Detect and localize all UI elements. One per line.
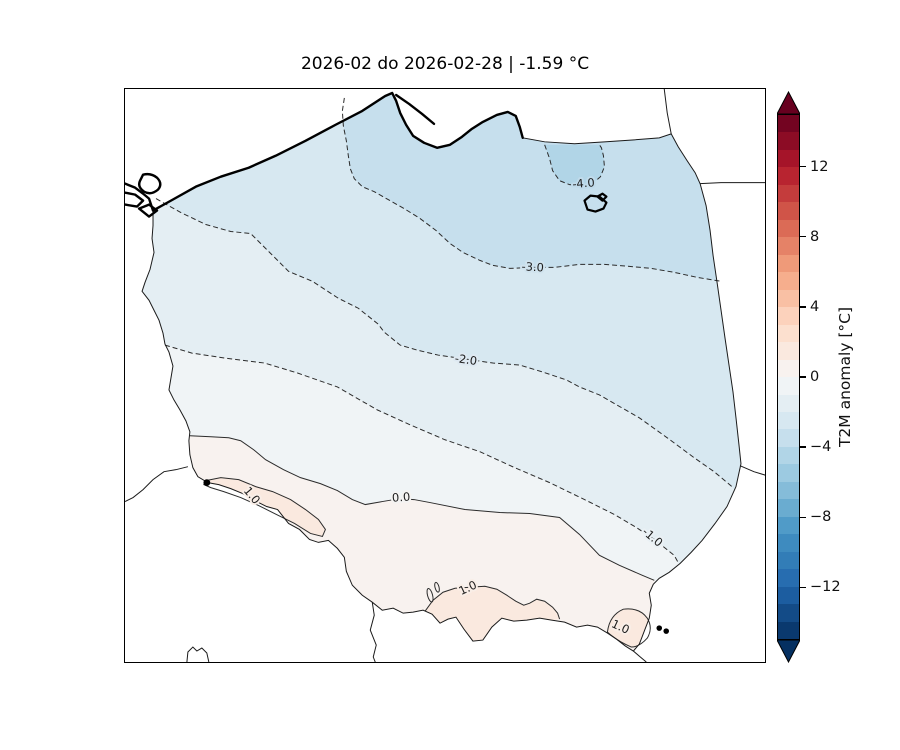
colorbar-band — [778, 342, 799, 360]
colorbar-tick-mark — [800, 586, 806, 589]
colorbar-band — [778, 359, 799, 378]
colorbar-band — [778, 149, 799, 168]
colorbar-band — [778, 481, 799, 500]
contour-line-plus1-sudetes — [203, 477, 326, 538]
band-below-minus4 — [544, 144, 605, 186]
contour-line-minus2 — [155, 198, 733, 487]
contour-lines — [155, 97, 733, 648]
contour-label: -3.0 — [521, 259, 544, 274]
colorbar-band — [778, 184, 799, 203]
colorbar-band — [778, 569, 799, 587]
contour-line-plus1-islet — [434, 581, 440, 593]
colorbar-band — [778, 272, 799, 290]
colorbar-over-arrow — [777, 91, 800, 114]
colorbar-tick-label: 8 — [810, 228, 820, 245]
border-czechia-slovakia — [369, 602, 377, 662]
colorbar-tick-mark — [800, 376, 806, 378]
colorbar-tick-mark — [800, 306, 806, 308]
colorbar-band — [778, 377, 799, 395]
contour-line-plus1-tatra — [424, 585, 561, 620]
border-belarus-ukraine — [739, 465, 765, 476]
colorbar-band — [778, 464, 799, 482]
colorbar-band — [778, 289, 799, 308]
contour-label: -4.0 — [572, 175, 595, 191]
contour-line-minus4-loop — [544, 144, 605, 187]
colorbar-band — [778, 115, 799, 133]
contour-line-minus1 — [164, 344, 680, 565]
szczecin-lagoon — [125, 172, 162, 218]
colorbar-band — [778, 446, 799, 465]
sw-reservoir — [203, 479, 211, 487]
colorbar-tick-label: 4 — [810, 298, 820, 315]
colorbar-tick-label: −12 — [810, 579, 841, 596]
colorbar-band — [778, 237, 799, 255]
se-lake-dot — [663, 628, 670, 634]
colorbar-tick-mark — [800, 516, 806, 518]
colorbar-tick-mark — [800, 446, 806, 448]
colorbar-band — [778, 534, 799, 552]
contour-line-zero — [189, 435, 655, 581]
colorbar-band — [778, 219, 799, 238]
contour-line-plus1-islet — [426, 587, 434, 603]
map-axes: -4.0 -3.0 -2.0 -1.0 0.0 1.0 1.0 1.0 — [124, 88, 766, 663]
contour-line-plus1-southeast — [606, 608, 651, 648]
colorbar-tick-mark — [800, 236, 806, 238]
colorbar-band — [778, 621, 799, 640]
border-germany-czechia — [125, 466, 189, 503]
band-1-2-tatra — [425, 586, 560, 642]
border-lithuania-belarus — [700, 182, 765, 185]
colorbar — [777, 114, 800, 640]
colorbar-band — [778, 411, 799, 430]
colorbar-tick-mark — [800, 165, 806, 168]
colorbar-band — [778, 604, 799, 622]
colorbar-under-arrow — [777, 640, 800, 663]
poland-anomaly-map: -4.0-3.0-2.0-1.00.01.01.01.0 — [125, 89, 765, 662]
colorbar-band — [778, 307, 799, 325]
se-lake-dot — [656, 625, 663, 631]
colorbar-band — [778, 516, 799, 535]
colorbar-band — [778, 167, 799, 185]
colorbar-band — [778, 586, 799, 605]
colorbar-band — [778, 394, 799, 412]
contour-line-minus3 — [341, 97, 722, 282]
colorbar-band — [778, 254, 799, 273]
colorbar-band — [778, 499, 799, 517]
contour-label: -2.0 — [454, 351, 478, 368]
plot-title: 2026-02 do 2026-02-28 | -1.59 °C — [300, 54, 590, 74]
colorbar-tick-label: −8 — [810, 509, 832, 526]
colorbar-tick-label: −4 — [810, 439, 832, 456]
colorbar-band — [778, 551, 799, 570]
baltic-coastline — [125, 91, 524, 212]
colorbar-band — [778, 202, 799, 220]
colorbar-band — [778, 324, 799, 343]
anomaly-fill-bands — [142, 92, 741, 652]
colorbar-tick-label: 0 — [810, 369, 820, 385]
coastlines — [125, 91, 670, 634]
colorbar-tick-label: 12 — [810, 158, 829, 175]
hel-peninsula — [394, 93, 436, 126]
colorbar-band — [778, 429, 799, 447]
border-russia-lithuania — [663, 89, 672, 134]
border-czechia-austria — [186, 646, 210, 662]
contour-label: 0.0 — [392, 489, 411, 504]
border-slovakia-ukraine — [633, 650, 647, 662]
band-1-2-southeast — [607, 608, 651, 648]
masurian-lakes — [583, 192, 608, 213]
colorbar-band — [778, 132, 799, 150]
colorbar-axis-label: T2M anomaly [°C] — [836, 306, 854, 448]
